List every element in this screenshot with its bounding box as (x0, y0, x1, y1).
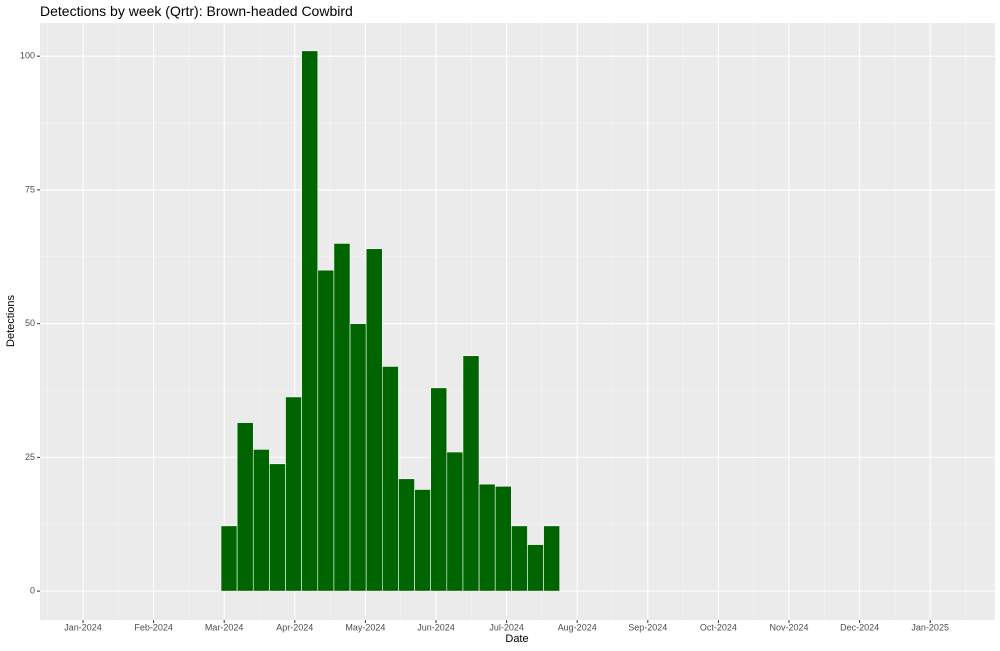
bar (527, 544, 544, 592)
bar (349, 323, 367, 592)
plot-panel (40, 23, 995, 620)
y-tick-label: 0 (30, 585, 35, 595)
bar (236, 422, 254, 592)
x-tick-label: Nov-2024 (769, 622, 808, 632)
y-tick-label: 75 (25, 184, 35, 194)
bar (446, 451, 464, 592)
x-tick-label: Sep-2024 (628, 622, 667, 632)
bar (333, 243, 351, 592)
bar (269, 463, 286, 592)
bar (365, 248, 383, 592)
x-tick-label: Oct-2024 (700, 622, 737, 632)
bar (430, 387, 448, 592)
bar (220, 525, 238, 592)
bar (285, 396, 302, 592)
bar (511, 525, 528, 592)
x-tick-label: Feb-2024 (134, 622, 173, 632)
x-tick-label: Mar-2024 (205, 622, 244, 632)
bar (317, 269, 335, 592)
bar (381, 366, 399, 592)
x-axis-title: Date (505, 633, 528, 645)
y-tick-label: 50 (25, 318, 35, 328)
bar (478, 483, 496, 592)
bar (398, 478, 415, 592)
x-tick-label: May-2024 (345, 622, 385, 632)
y-axis-title: Detections (5, 295, 17, 347)
chart-title: Detections by week (Qrtr): Brown-headed … (40, 3, 353, 19)
x-tick-label: Dec-2024 (840, 622, 879, 632)
bar (543, 525, 561, 592)
bar (252, 449, 270, 592)
x-tick-label: Aug-2024 (558, 622, 597, 632)
x-tick-label: Jan-2025 (911, 622, 949, 632)
y-tick-label: 100 (20, 51, 35, 61)
bar (301, 50, 319, 592)
bar (462, 355, 480, 592)
x-tick-label: Apr-2024 (276, 622, 313, 632)
x-tick-label: Jun-2024 (417, 622, 455, 632)
x-tick-label: Jul-2024 (489, 622, 524, 632)
bar (414, 489, 431, 592)
y-tick-label: 25 (25, 452, 35, 462)
bar (494, 485, 512, 592)
x-tick-label: Jan-2024 (64, 622, 102, 632)
